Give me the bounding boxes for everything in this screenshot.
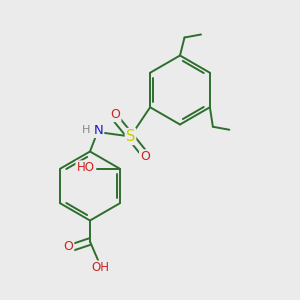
- Text: O: O: [111, 108, 120, 121]
- Text: OH: OH: [92, 261, 110, 274]
- Text: H: H: [82, 124, 90, 135]
- Text: HO: HO: [76, 161, 94, 174]
- Text: N: N: [94, 124, 103, 137]
- Text: O: O: [64, 240, 73, 254]
- Text: S: S: [126, 129, 135, 144]
- Text: O: O: [140, 150, 150, 164]
